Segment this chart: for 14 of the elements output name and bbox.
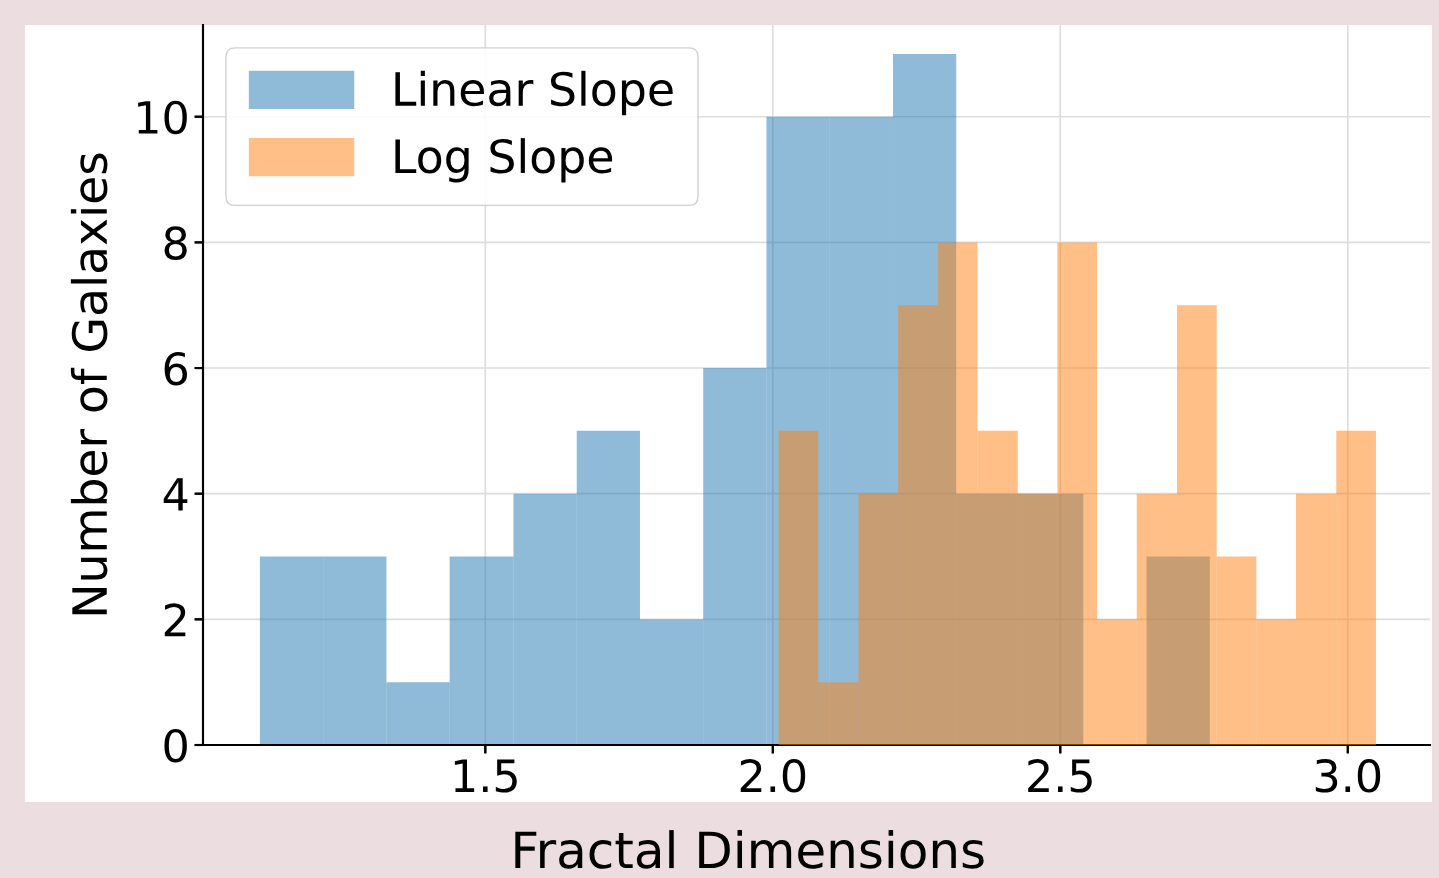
legend-label: Linear Slope [395, 70, 673, 116]
y-tick-label: 2 [164, 603, 186, 637]
y-tick-label: 4 [163, 478, 188, 511]
x-tick-label: 2.0 [740, 758, 806, 793]
y-tick-label: 6 [164, 351, 188, 386]
legend-label: Log Slope [395, 138, 613, 183]
x-tick-label: 1.5 [454, 759, 517, 793]
y-axis-title: Number of Galaxies [70, 153, 108, 615]
x-axis-title: Fractal Dimensions [515, 830, 984, 869]
y-tick-label: 10 [138, 100, 187, 135]
x-tick-label: 2.5 [1028, 758, 1092, 793]
y-tick-label: 8 [164, 226, 187, 260]
y-tick-label: 0 [164, 728, 187, 763]
x-tick-label: 3.0 [1315, 758, 1381, 793]
